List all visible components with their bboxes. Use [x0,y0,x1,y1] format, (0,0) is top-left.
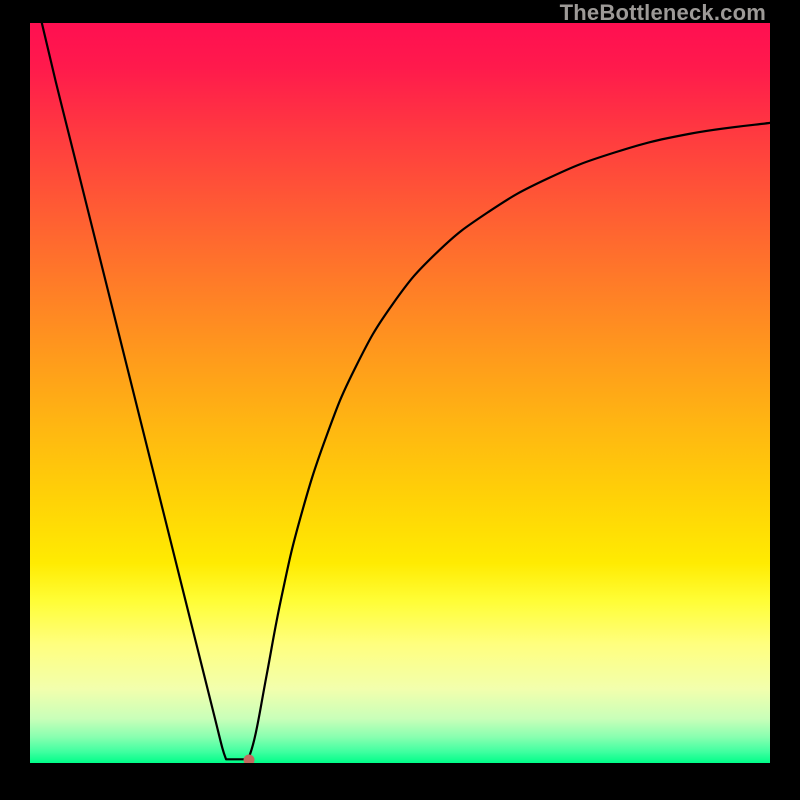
bottleneck-chart: TheBottleneck.com [0,0,800,800]
bottleneck-curve [42,23,770,759]
minimum-marker [244,755,255,763]
curve-layer [30,23,770,763]
plot-area [30,23,770,763]
watermark-text: TheBottleneck.com [560,0,766,26]
